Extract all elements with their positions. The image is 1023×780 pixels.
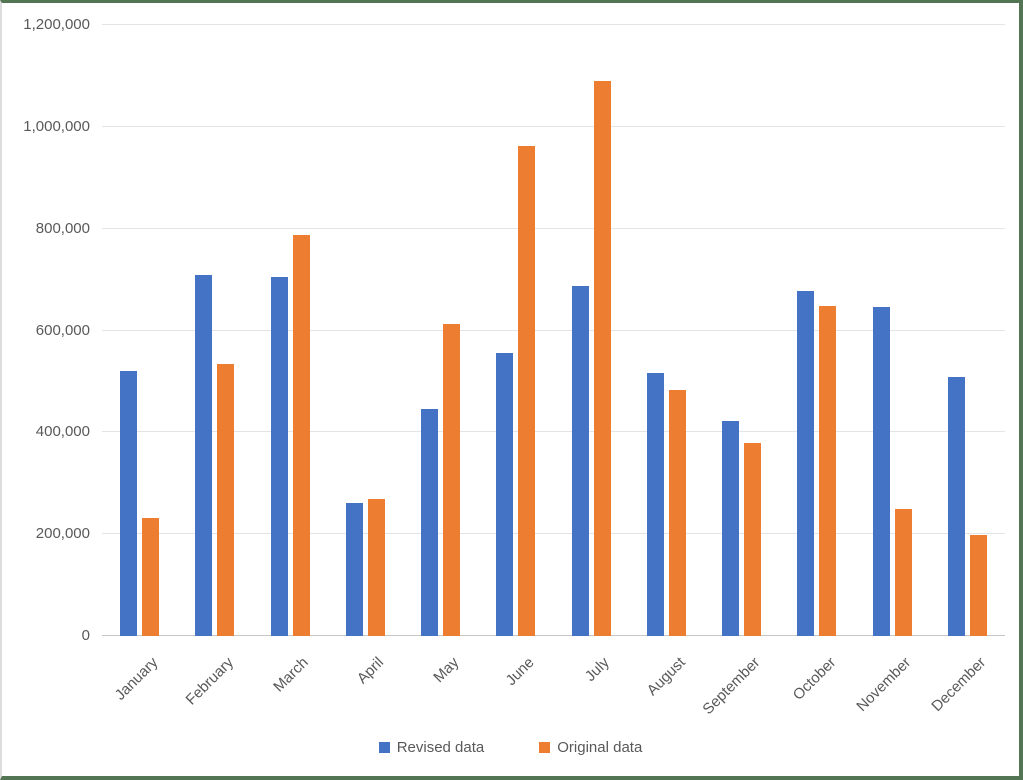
y-tick-label-200000: 200,000 — [35, 525, 90, 543]
bar-group-march — [253, 25, 328, 636]
x-tick-label-september: September — [699, 654, 764, 718]
x-label-slot-october: October — [779, 646, 854, 726]
x-label-slot-february: February — [177, 646, 252, 726]
bar-group-december — [930, 25, 1005, 636]
y-tick-label-400000: 400,000 — [35, 423, 90, 441]
bar-original-data-march — [292, 235, 310, 636]
bar-revised-data-march — [270, 277, 288, 636]
x-tick-label-january: January — [111, 654, 162, 704]
bar-group-april — [328, 25, 403, 636]
bar-original-data-may — [443, 323, 461, 636]
y-tick-label-0: 0 — [81, 627, 90, 644]
bar-original-data-august — [668, 390, 686, 636]
gridline-400000 — [102, 431, 1005, 433]
bar-group-february — [177, 25, 252, 636]
gridline-800000 — [102, 227, 1005, 229]
x-label-slot-december: December — [928, 646, 1005, 726]
bar-original-data-february — [217, 363, 235, 636]
bar-revised-data-may — [421, 408, 439, 636]
legend: Revised data Original data — [2, 739, 1019, 756]
x-label-slot-july: July — [554, 646, 629, 726]
bar-original-data-april — [367, 499, 385, 636]
x-label-slot-march: March — [253, 646, 328, 726]
bar-revised-data-november — [872, 307, 890, 636]
bar-original-data-november — [894, 509, 912, 636]
bar-revised-data-december — [947, 376, 965, 636]
legend-label-revised-data: Revised data — [396, 739, 485, 756]
x-label-slot-may: May — [403, 646, 478, 726]
x-label-slot-september: September — [700, 646, 779, 726]
plot-area — [102, 24, 1005, 636]
x-label-slot-april: April — [328, 646, 403, 726]
x-tick-label-december: December — [928, 654, 990, 715]
x-tick-label-october: October — [789, 654, 839, 704]
gridline-200000 — [102, 533, 1005, 535]
legend-label-original-data: Original data — [557, 739, 643, 756]
y-tick-label-600000: 600,000 — [35, 321, 90, 339]
gridline-600000 — [102, 329, 1005, 331]
legend-swatch-original-data — [539, 742, 551, 753]
x-tick-label-november: November — [853, 654, 915, 715]
bar-group-september — [704, 25, 779, 636]
x-label-slot-november: November — [853, 646, 930, 726]
bar-revised-data-october — [797, 291, 815, 636]
bar-revised-data-february — [195, 274, 213, 636]
legend-swatch-revised-data — [378, 742, 390, 753]
bar-revised-data-july — [571, 285, 589, 636]
bar-group-june — [478, 25, 553, 636]
bar-original-data-june — [518, 146, 536, 636]
bar-original-data-september — [744, 443, 762, 636]
x-tick-label-august: August — [643, 654, 689, 700]
x-tick-label-july: July — [582, 654, 614, 685]
y-tick-label-1200000: 1,200,000 — [23, 16, 90, 33]
bar-group-july — [554, 25, 629, 636]
bar-group-january — [102, 25, 177, 636]
legend-item-revised-data: Revised data — [378, 739, 485, 756]
bar-revised-data-january — [120, 371, 138, 636]
bar-original-data-december — [969, 534, 987, 636]
y-tick-label-800000: 800,000 — [35, 219, 90, 237]
bars-container — [102, 25, 1005, 636]
bar-revised-data-september — [722, 420, 740, 636]
x-tick-label-may: May — [430, 654, 463, 687]
gridline-1000000 — [102, 125, 1005, 127]
bar-revised-data-april — [345, 502, 363, 636]
legend-item-original-data: Original data — [539, 739, 642, 756]
y-tick-label-1000000: 1,000,000 — [23, 117, 90, 135]
y-axis: 0 200,000 400,000 600,000 800,000 1,000,000 1,… — [2, 16, 90, 644]
bar-group-november — [855, 25, 930, 636]
bar-revised-data-august — [646, 372, 664, 636]
bar-revised-data-june — [496, 352, 514, 636]
x-tick-label-june: June — [502, 654, 538, 690]
x-tick-label-march: March — [270, 654, 313, 696]
x-tick-label-february: February — [182, 654, 237, 709]
x-label-slot-january: January — [102, 646, 177, 726]
x-label-slot-august: August — [629, 646, 704, 726]
bar-group-august — [629, 25, 704, 636]
bar-original-data-july — [593, 81, 611, 636]
x-label-slot-june: June — [478, 646, 553, 726]
x-tick-label-april: April — [354, 654, 388, 688]
gridline-1200000 — [102, 24, 1005, 25]
bar-group-may — [403, 25, 478, 636]
x-axis-line — [102, 635, 1005, 636]
bar-group-october — [779, 25, 854, 636]
bar-original-data-january — [142, 517, 160, 636]
bar-original-data-october — [819, 306, 837, 636]
x-axis: January February March April May June July Augu… — [102, 646, 1005, 726]
